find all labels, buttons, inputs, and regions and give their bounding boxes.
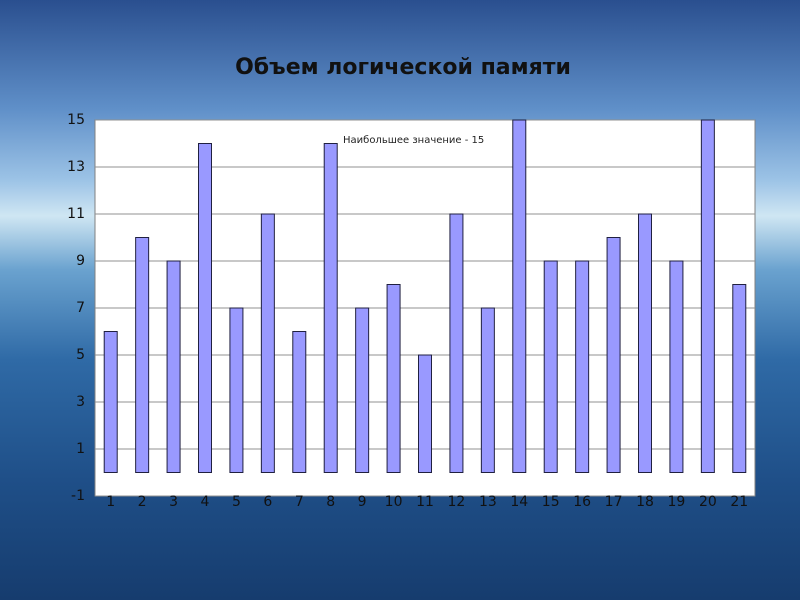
bar — [449, 213, 464, 473]
bar — [323, 143, 338, 473]
x-tick-label: 11 — [416, 494, 434, 510]
bar — [386, 284, 401, 473]
bar — [606, 237, 621, 473]
bar — [260, 213, 275, 473]
bar — [166, 260, 181, 473]
y-tick-label: 13 — [67, 159, 85, 175]
x-tick-label: 2 — [138, 494, 147, 510]
bar — [135, 237, 150, 473]
x-tick-label: 20 — [699, 494, 717, 510]
bar — [418, 354, 432, 473]
x-tick-label: 18 — [636, 494, 654, 510]
x-tick-label: 6 — [263, 494, 272, 510]
x-tick-label: 21 — [730, 494, 748, 510]
x-tick-label: 19 — [668, 494, 686, 510]
x-tick-label: 4 — [201, 494, 210, 510]
x-tick-label: 9 — [358, 494, 367, 510]
y-tick-label: 5 — [76, 347, 85, 363]
y-tick-label: -1 — [71, 488, 85, 504]
x-tick-label: 5 — [232, 494, 241, 510]
x-tick-label: 3 — [169, 494, 178, 510]
x-tick-label: 8 — [326, 494, 335, 510]
x-tick-label: 12 — [448, 494, 466, 510]
x-tick-label: 14 — [510, 494, 528, 510]
x-tick-label: 17 — [605, 494, 623, 510]
bar — [229, 307, 244, 473]
x-tick-label: 16 — [573, 494, 591, 510]
y-tick-label: 9 — [76, 253, 85, 269]
y-tick-label: 1 — [76, 441, 85, 457]
bar — [669, 260, 684, 473]
bar — [355, 307, 370, 473]
bar — [103, 331, 118, 473]
bar — [732, 284, 747, 473]
y-tick-label: 3 — [76, 394, 85, 410]
bar — [575, 260, 590, 473]
x-tick-label: 1 — [106, 494, 115, 510]
bar — [292, 331, 307, 473]
bar — [700, 119, 715, 473]
y-tick-label: 7 — [76, 300, 85, 316]
y-tick-label: 15 — [67, 112, 85, 128]
x-tick-label: 13 — [479, 494, 497, 510]
y-tick-label: 11 — [67, 206, 85, 222]
x-tick-label: 15 — [542, 494, 560, 510]
bar — [480, 307, 495, 473]
x-tick-label: 10 — [385, 494, 403, 510]
bar — [198, 143, 212, 473]
x-tick-label: 7 — [295, 494, 304, 510]
bar — [638, 213, 652, 473]
bar — [543, 260, 558, 473]
chart-title: Объем логической памяти — [235, 55, 571, 80]
bar — [512, 119, 527, 473]
annotation: Наибольшее значение - 15 — [343, 135, 484, 146]
